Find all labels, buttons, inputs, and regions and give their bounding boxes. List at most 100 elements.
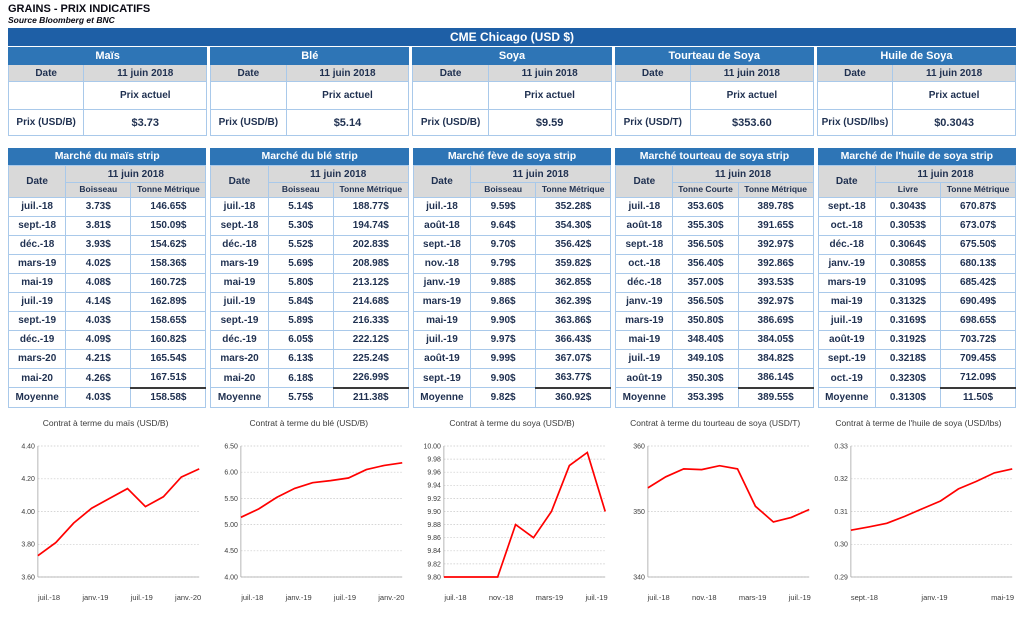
- contract-month: janv.-19: [817, 253, 876, 274]
- unit-price: 9.88$: [470, 272, 537, 293]
- strip-row: sept.-18 5.30$ 194.74$: [210, 215, 409, 236]
- unit-price: 5.69$: [267, 253, 334, 274]
- contract-month: mai-20: [7, 367, 67, 389]
- line-chart-canvas: 0.29 0.30 0.31 0.32 0.33: [834, 443, 1013, 581]
- y-tick-label: 350: [633, 509, 645, 516]
- metric-column-header: Tonne Métrique: [332, 182, 409, 198]
- unit-column-header: Boisseau: [65, 182, 132, 198]
- metric-tonne-price: 226.99$: [332, 367, 409, 389]
- unit-price: 5.14$: [267, 196, 334, 217]
- strip-row: juil.-18 353.60$ 389.78$: [615, 196, 814, 217]
- metric-tonne-price: 160.72$: [130, 272, 207, 293]
- strip-table-title: Marché de l'huile de soya strip: [817, 148, 1017, 165]
- futures-chart: Contrat à terme de l'huile de soya (USD/…: [821, 418, 1016, 602]
- contract-month: août-19: [412, 348, 472, 369]
- contract-month: déc.-18: [615, 272, 674, 293]
- contract-month: mai-19: [615, 329, 674, 350]
- strip-row: déc.-18 5.52$ 202.83$: [210, 234, 409, 255]
- metric-tonne-price: 213.12$: [332, 272, 409, 293]
- x-tick-label: juil.-18: [241, 592, 264, 602]
- moyenne-row: Moyenne 0.3130$ 11.50$: [817, 387, 1017, 408]
- unit-price: 348.40$: [672, 329, 739, 350]
- strip-row: mai-19 5.80$ 213.12$: [210, 272, 409, 293]
- strip-header-row: Date 11 juin 2018: [7, 165, 207, 198]
- source-note: Source Bloomberg et BNC: [8, 15, 115, 25]
- metric-tonne-price: 158.65$: [130, 310, 207, 331]
- metric-tonne-price: 363.77$: [535, 367, 612, 389]
- metric-column-header: Tonne Métrique: [939, 182, 1017, 198]
- metric-tonne-price: 216.33$: [332, 310, 409, 331]
- date-row: Date 11 juin 2018: [412, 64, 612, 82]
- metric-tonne-price: 386.14$: [737, 367, 814, 389]
- empty-cell: [412, 81, 489, 110]
- contract-month: mai-19: [817, 291, 876, 312]
- contract-month: mars-20: [210, 348, 269, 369]
- strip-date-header: 11 juin 2018: [672, 165, 814, 183]
- y-tick-label: 9.82: [428, 561, 442, 568]
- empty-cell: [7, 81, 85, 110]
- metric-tonne-price: 167.51$: [130, 367, 207, 389]
- y-tick-label: 0.30: [834, 541, 848, 548]
- chart-title: Contrat à terme du tourteau de soya (USD…: [630, 417, 801, 428]
- strip-subheader-row: Boisseau Tonne Métrique: [413, 182, 612, 198]
- contract-month: mai-19: [210, 272, 269, 293]
- unit-price: 9.79$: [470, 253, 537, 274]
- metric-tonne-price: 712.09$: [939, 367, 1017, 389]
- y-tick-label: 9.92: [428, 496, 442, 503]
- strip-row: oct.-19 0.3230$ 712.09$: [817, 367, 1017, 389]
- metric-tonne-price: 392.97$: [737, 234, 814, 255]
- x-tick-label: juil.-19: [788, 592, 811, 602]
- unit-price: 5.84$: [267, 291, 334, 312]
- x-tick-label: juil.-19: [130, 592, 153, 602]
- metric-tonne-price: 354.30$: [535, 215, 612, 236]
- strip-row: mars-19 5.69$ 208.98$: [210, 253, 409, 274]
- moyenne-row: Moyenne 9.82$ 360.92$: [412, 387, 612, 408]
- metric-column-header: Tonne Métrique: [535, 182, 612, 198]
- metric-column-header: Tonne Métrique: [130, 182, 207, 198]
- unit-price: 0.3109$: [874, 272, 942, 293]
- unit-price: 0.3053$: [874, 215, 942, 236]
- unit-price: 4.02$: [65, 253, 132, 274]
- y-tick-label: 5.00: [225, 522, 239, 529]
- actual-price-row: Prix actuel: [210, 81, 410, 110]
- unit-price: 9.97$: [470, 329, 537, 350]
- contract-month: août-18: [615, 215, 674, 236]
- strip-row: juil.-18 5.14$ 188.77$: [210, 196, 409, 217]
- price-unit-label: Prix (USD/B): [412, 109, 489, 136]
- moyenne-metric-price: 11.50$: [939, 387, 1017, 408]
- strip-subheader-row: Boisseau Tonne Métrique: [9, 182, 207, 198]
- strip-row: déc.-18 357.00$ 393.53$: [615, 272, 814, 293]
- actual-price-row: Prix actuel: [614, 81, 814, 110]
- commodity-table: Maïs Date 11 juin 2018 Prix actuel Prix …: [7, 47, 208, 136]
- strip-date-header: 11 juin 2018: [65, 165, 207, 183]
- strip-row: mai-20 4.26$ 167.51$: [7, 367, 207, 389]
- metric-tonne-price: 393.53$: [737, 272, 814, 293]
- futures-chart: Contrat à terme du soya (USD/B) 9.80 9.82…: [414, 418, 609, 602]
- contract-month: sept.-19: [412, 367, 472, 389]
- metric-tonne-price: 162.89$: [130, 291, 207, 312]
- metric-tonne-price: 367.07$: [535, 348, 612, 369]
- futures-chart: Contrat à terme du blé (USD/B) 4.00 4.50 5…: [211, 418, 406, 602]
- strip-row: août-19 0.3192$ 703.72$: [817, 329, 1017, 350]
- chart-title: Contrat à terme de l'huile de soya (USD/…: [835, 417, 1002, 428]
- moyenne-metric-price: 360.92$: [535, 387, 612, 408]
- y-tick-label: 9.80: [428, 574, 442, 581]
- y-tick-label: 10.00: [424, 443, 442, 450]
- chart-title: Contrat à terme du soya (USD/B): [449, 417, 575, 428]
- date-column-header: Date: [817, 165, 876, 198]
- unit-price: 9.59$: [470, 196, 537, 217]
- date-value: 11 juin 2018: [83, 64, 208, 82]
- strip-table: Date 11 juin 2018 Boisseau Tonne Métriqu…: [7, 165, 207, 408]
- x-tick-label: janv.-19: [921, 592, 948, 602]
- empty-cell: [816, 81, 894, 110]
- strip-row: sept.-18 9.70$ 356.42$: [412, 234, 612, 255]
- strip-date-header: 11 juin 2018: [470, 165, 612, 183]
- unit-price: 4.03$: [65, 310, 132, 331]
- x-tick-label: nov.-18: [692, 592, 717, 602]
- contract-month: mars-20: [7, 348, 67, 369]
- y-tick-label: 3.80: [21, 541, 35, 548]
- metric-tonne-price: 680.13$: [939, 253, 1017, 274]
- metric-tonne-price: 160.82$: [130, 329, 207, 350]
- chart-title: Contrat à terme du maïs (USD/B): [42, 417, 169, 428]
- strip-row: juil.-19 9.97$ 366.43$: [412, 329, 612, 350]
